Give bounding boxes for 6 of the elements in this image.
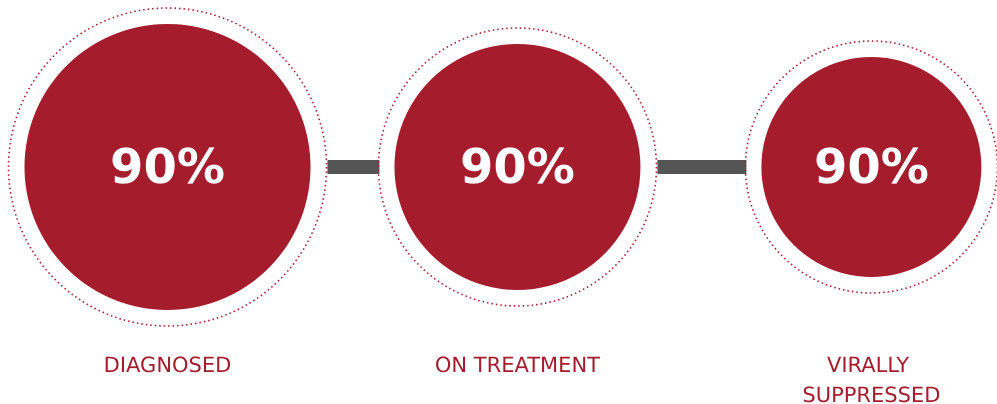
data-label: 90% — [110, 139, 225, 195]
data-label: 90% — [814, 139, 929, 195]
data-label: 90% — [460, 139, 575, 195]
category-label: DIAGNOSED — [104, 353, 232, 377]
category-label: VIRALLY SUPPRESSED — [802, 353, 940, 404]
category-label: ON TREATMENT — [434, 353, 600, 377]
